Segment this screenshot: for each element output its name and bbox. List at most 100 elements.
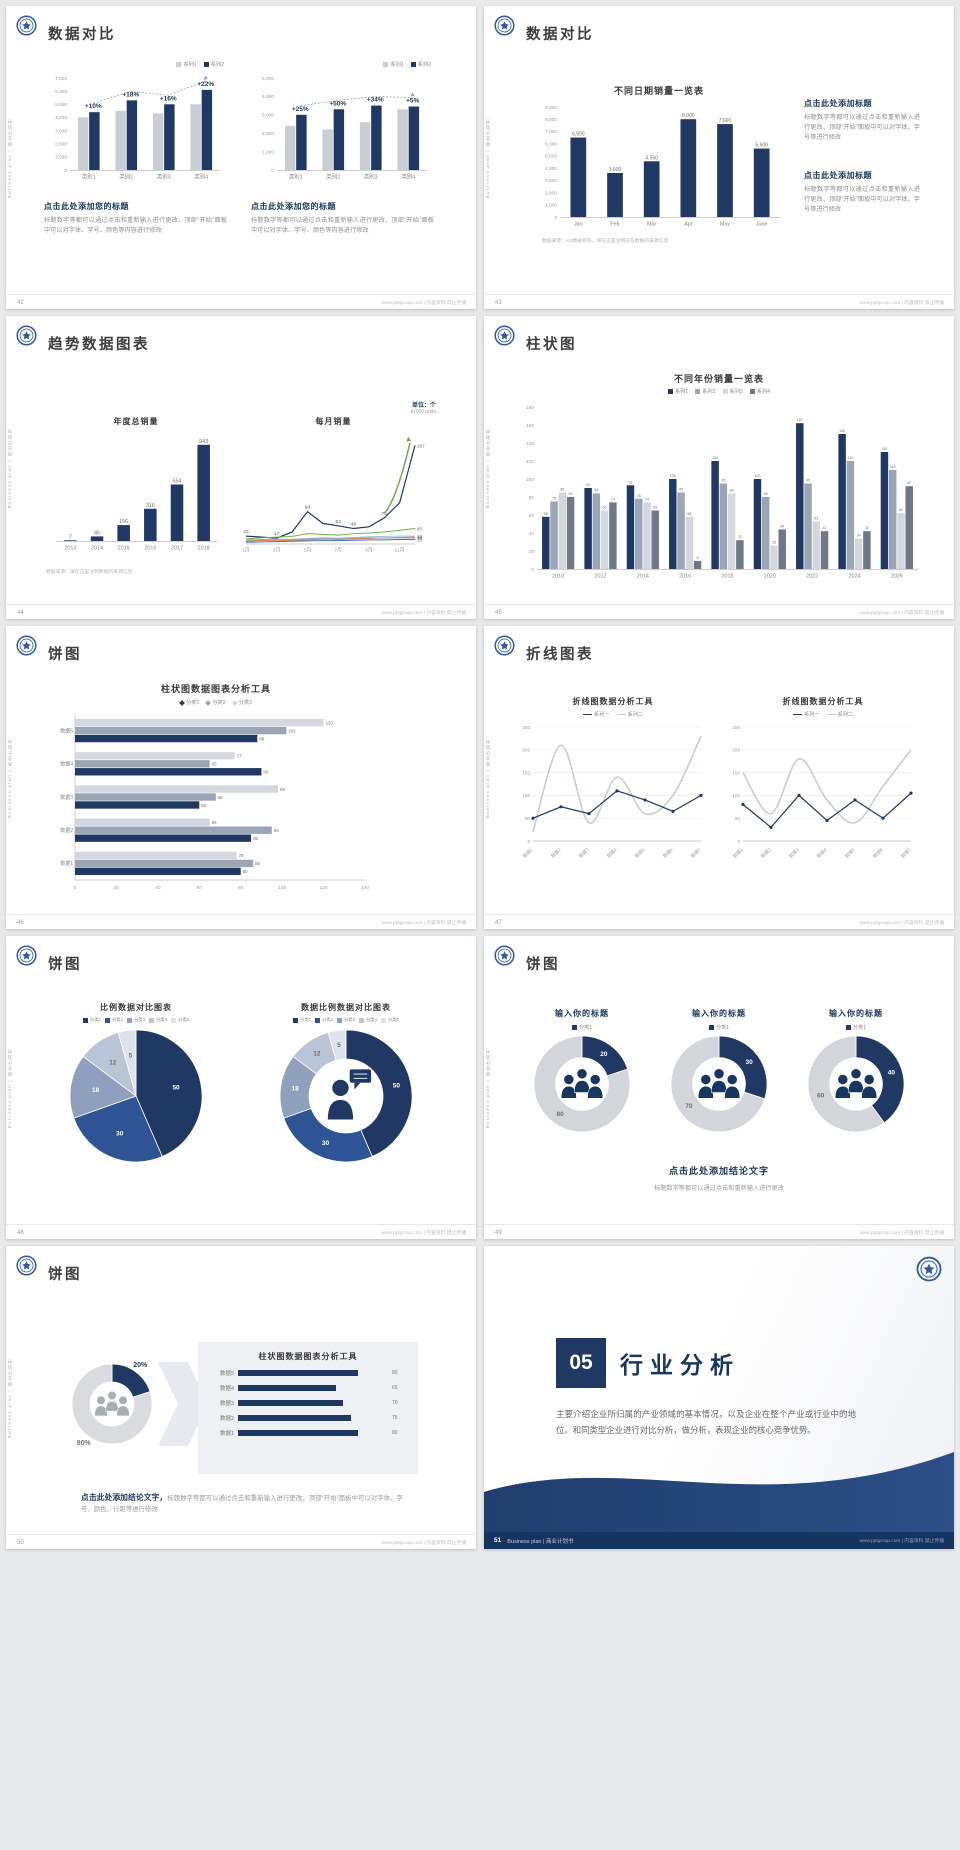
svg-text:80: 80 [569, 492, 573, 496]
slide-51[interactable]: 05 行业分析 主要介绍企业所归属的产业领域的基本情况，以及企业在整个产业或行业… [484, 1246, 954, 1549]
svg-text:数据2: 数据2 [549, 846, 562, 859]
svg-text:8,000: 8,000 [545, 117, 557, 123]
line-chart-left: 0 50 100 150 200 250 数据1 数据2 数据3 数据4 数据5 数据6 数据7 [517, 719, 709, 859]
svg-text:Mar: Mar [647, 222, 656, 228]
svg-text:2026: 2026 [891, 574, 903, 580]
slide-48[interactable]: Business plan | 商业计划书 饼图 比例数据对比图表 分类1 分类2… [6, 936, 476, 1239]
section-title: 行业分析 [620, 1352, 740, 1378]
svg-text:类别1: 类别1 [82, 173, 96, 181]
unit-label: 单位：个 in'000 units [411, 400, 436, 415]
svg-text:13: 13 [417, 538, 423, 543]
logo-icon [916, 1256, 942, 1282]
svg-text:0: 0 [64, 168, 67, 174]
svg-text:162: 162 [797, 418, 803, 422]
svg-text:2010: 2010 [552, 574, 564, 580]
footer-site-text: www.pptgroup.com | 内容资料 禁止传播 [381, 611, 466, 616]
svg-text:60: 60 [201, 803, 206, 808]
svg-text:40: 40 [155, 885, 161, 891]
chart-title: 年度总销量 [113, 417, 159, 426]
footer-site-text: www.pptgroup.com | 内容资料 禁止传播 [381, 301, 466, 306]
slide-46[interactable]: Business plan | 商业计划书 饼图 柱状图数据图表分析工具 分类1… [6, 626, 476, 929]
svg-text:数据5: 数据5 [60, 727, 73, 734]
slide-50[interactable]: Business plan | 商业计划书 饼图 20% 80% 柱状图数据图表分… [6, 1246, 476, 1549]
svg-text:数据7: 数据7 [689, 846, 702, 859]
slide-42[interactable]: Business plan | 商业计划书 数据对比 系列1 系列2 0 1,000… [6, 6, 476, 309]
svg-text:20: 20 [114, 885, 120, 891]
svg-text:2016: 2016 [144, 546, 156, 552]
svg-text:+22%: +22% [197, 81, 214, 88]
svg-text:100: 100 [522, 793, 530, 798]
footer-site-text: www.pptgroup.com | 内容资料 禁止传播 [381, 921, 466, 926]
legend-item: 分类3 [231, 699, 252, 706]
svg-text:554: 554 [172, 478, 181, 484]
footer-site-text: www.pptgroup.com | 内容资料 禁止传播 [381, 1541, 466, 1546]
footer-divider [484, 914, 954, 915]
slide-49[interactable]: Business plan | 商业计划书 饼图 输入你的标题 分类1 20 80… [484, 936, 954, 1239]
legend-item: 分类1 [708, 1024, 729, 1031]
svg-text:数据6: 数据6 [871, 846, 884, 859]
unit-cn: 单位：个 [411, 403, 436, 409]
pie-chart: 50 30 18 12 5 [68, 1028, 204, 1164]
svg-text:0: 0 [527, 839, 530, 844]
svg-text:类别4: 类别4 [401, 173, 415, 181]
svg-text:数据2: 数据2 [60, 827, 73, 834]
hbar-row: 数据3 70 [219, 1400, 398, 1407]
svg-text:+5%: +5% [406, 98, 419, 105]
svg-text:7: 7 [69, 534, 72, 540]
slide-grid: Business plan | 商业计划书 数据对比 系列1 系列2 0 1,000… [6, 6, 954, 1549]
chart-legend: 系列1 系列2 系列3 系列4 [519, 388, 919, 395]
footer-divider [484, 1224, 954, 1225]
chart-svg: 7 2013 45 2014 156 2015 316 2016 554 2017 943 2018 [57, 439, 217, 552]
side-caption-vertical: Business plan | 商业计划书 [7, 737, 12, 818]
svg-text:120: 120 [712, 456, 718, 460]
svg-text:65: 65 [653, 506, 657, 510]
svg-text:2017: 2017 [171, 546, 183, 552]
svg-text:5: 5 [129, 1052, 133, 1059]
chart-title: 比例数据对比图表 [100, 1003, 172, 1012]
slide-45[interactable]: Business plan | 商业计划书 柱状图 不同年份销量一览表 系列1 系… [484, 316, 954, 619]
legend-item: 分类1 [293, 1017, 311, 1023]
svg-text:80: 80 [764, 492, 768, 496]
svg-text:94: 94 [305, 505, 311, 511]
svg-text:74: 74 [645, 497, 649, 501]
logo-icon [16, 15, 37, 36]
conclusion-body: 标题数字等都可以通过点击和重新输入进行更改，顶部“开始”面板中可以对字体、字号、… [81, 1495, 403, 1513]
svg-text:58: 58 [687, 512, 691, 516]
svg-text:+10%: +10% [85, 103, 102, 110]
page-number: 50 [17, 1540, 24, 1546]
slide-43[interactable]: Business plan | 商业计划书 数据对比 不同日期销量一览表 0 1,… [484, 6, 954, 309]
svg-text:250: 250 [522, 725, 530, 730]
legend-item: 分类1 [845, 1024, 866, 1031]
svg-text:1月: 1月 [242, 548, 250, 554]
svg-text:180: 180 [526, 405, 534, 411]
svg-text:92: 92 [907, 481, 911, 485]
footer-divider [6, 294, 476, 295]
svg-text:45: 45 [351, 522, 357, 528]
svg-text:95: 95 [274, 828, 279, 833]
svg-text:+18%: +18% [122, 91, 139, 98]
legend-item: 分类1 [571, 1024, 592, 1031]
svg-text:316: 316 [146, 503, 155, 509]
svg-text:120: 120 [326, 720, 334, 725]
svg-text:4,000: 4,000 [262, 94, 274, 100]
svg-text:84: 84 [730, 488, 734, 492]
page-number: 42 [17, 300, 24, 306]
svg-text:18: 18 [417, 536, 423, 541]
text-block: 点击此处添加标题 标题数字等都可以通过点击和重新输入进行更改，顶部“开始”面板中… [804, 170, 920, 216]
svg-text:42: 42 [865, 526, 869, 530]
block-body: 标题数字等都可以通过点击和重新输入进行更改，顶部“开始”面板中可以对字体、字号等… [804, 186, 920, 214]
slide-44[interactable]: Business plan | 商业计划书 趋势数据图表 单位：个 in'000… [6, 316, 476, 619]
hbar-row: 数据4 65 [219, 1385, 398, 1392]
block-body: 标题数字等都可以通过点击和重新输入进行更改，顶部“开始”面板中可以对字体、字号、… [251, 217, 434, 235]
legend-item: 系列3 [722, 388, 743, 395]
svg-text:4,560: 4,560 [645, 155, 658, 161]
svg-text:80: 80 [529, 495, 535, 501]
section-body-text: 主要介绍企业所归属的产业领域的基本情况，以及企业在整个产业或行业中的地位。和同类… [556, 1409, 856, 1436]
line-chart-right: 0 50 100 150 200 250 数据1 数据2 数据3 数据4 数据5 数据6 数据7 [727, 719, 919, 859]
slide-title: 数据对比 [526, 27, 594, 43]
slide-47[interactable]: Business plan | 商业计划书 折线图表 折线图数据分析工具 系列一… [484, 626, 954, 929]
slide-title: 趋势数据图表 [48, 337, 150, 353]
